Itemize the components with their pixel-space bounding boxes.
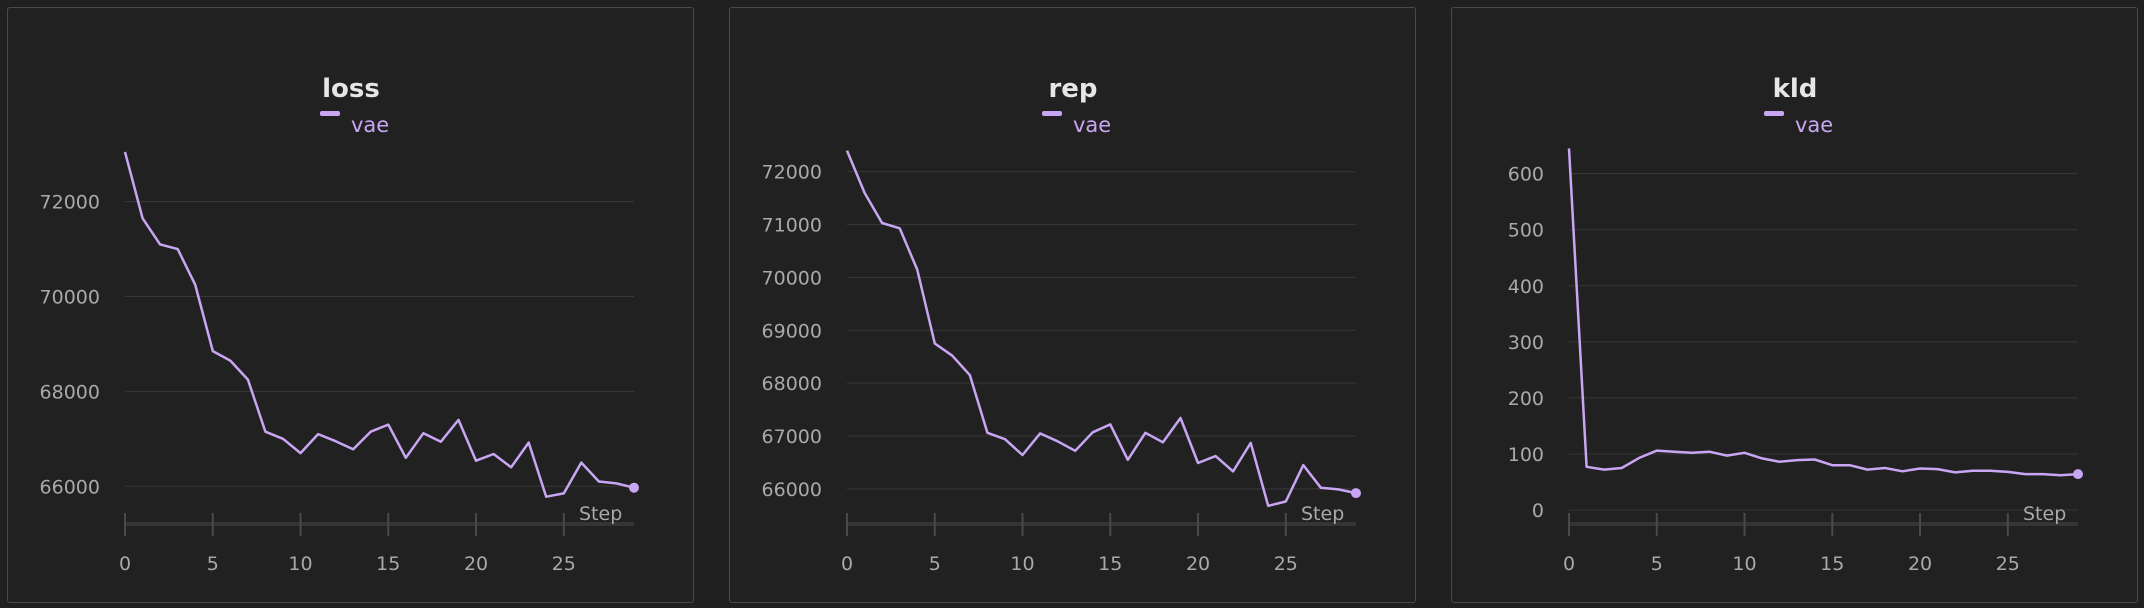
x-tick-label: 15 [1098,553,1122,575]
legend-label: vae [1073,113,1111,137]
x-tick-label: 20 [1908,553,1932,575]
y-tick-label: 72000 [762,162,822,184]
y-tick-label: 70000 [40,287,100,309]
legend-label: vae [351,113,389,137]
x-tick-label: 25 [1996,553,2020,575]
x-axis-label: Step [1301,503,1344,525]
x-tick-label: 5 [929,553,941,575]
loss-chart-panel: 66000 68000 70000 72000 0 5 10 15 20 25 loss vae … [7,7,694,603]
y-tick-label: 68000 [40,381,100,403]
y-tick-label: 100 [1508,444,1544,466]
x-tick-label: 10 [1732,553,1756,575]
series-line-vae [845,150,1357,508]
y-tick-label: 72000 [40,192,100,214]
legend-label: vae [1795,113,1833,137]
x-axis-label: Step [2023,503,2066,525]
legend-swatch [1042,111,1062,116]
legend-swatch [320,111,340,116]
y-tick-label: 500 [1508,220,1544,242]
x-tick-label: 10 [288,553,312,575]
y-tick-label: 71000 [762,215,822,237]
y-tick-label: 68000 [762,373,822,395]
y-tick-label: 600 [1508,164,1544,186]
legend-swatch [1764,111,1784,116]
y-tick-label: 66000 [762,479,822,501]
series-endpoint-marker [2073,469,2083,480]
kld-chart-panel: 0 100 200 300 400 500 600 0 5 10 15 20 25 kld vae St… [1451,7,2138,603]
x-tick-label: 10 [1010,553,1034,575]
x-tick-label: 0 [1563,553,1575,575]
y-tick-label: 0 [1532,500,1544,522]
x-tick-label: 25 [1274,553,1298,575]
y-tick-label: 70000 [762,267,822,289]
chart-title: rep [1048,74,1097,104]
x-tick-label: 0 [119,553,131,575]
chart-title: kld [1773,74,1818,104]
rep-chart: 66000 67000 68000 69000 70000 71000 72000 0 5 10 1… [762,74,1361,575]
x-tick-label: 15 [376,553,400,575]
kld-chart: 0 100 200 300 400 500 600 0 5 10 15 20 25 kld vae St… [1508,74,2083,575]
x-tick-label: 20 [464,553,488,575]
series-line-vae [123,151,635,498]
x-tick-label: 5 [1651,553,1663,575]
chart-title: loss [322,74,380,104]
x-tick-label: 0 [841,553,853,575]
rep-chart-panel: 66000 67000 68000 69000 70000 71000 72000 0 5 10 1… [729,7,1416,603]
y-tick-label: 300 [1508,332,1544,354]
y-tick-label: 66000 [40,476,100,498]
x-tick-label: 15 [1820,553,1844,575]
y-tick-label: 400 [1508,276,1544,298]
series-line-vae [1567,148,2079,477]
x-axis-label: Step [579,503,622,525]
y-tick-label: 200 [1508,388,1544,410]
x-tick-label: 20 [1186,553,1210,575]
x-tick-label: 5 [207,553,219,575]
series-endpoint-marker [1351,488,1361,499]
x-tick-label: 25 [552,553,576,575]
y-tick-label: 67000 [762,426,822,448]
series-endpoint-marker [629,482,639,493]
y-tick-label: 69000 [762,320,822,342]
